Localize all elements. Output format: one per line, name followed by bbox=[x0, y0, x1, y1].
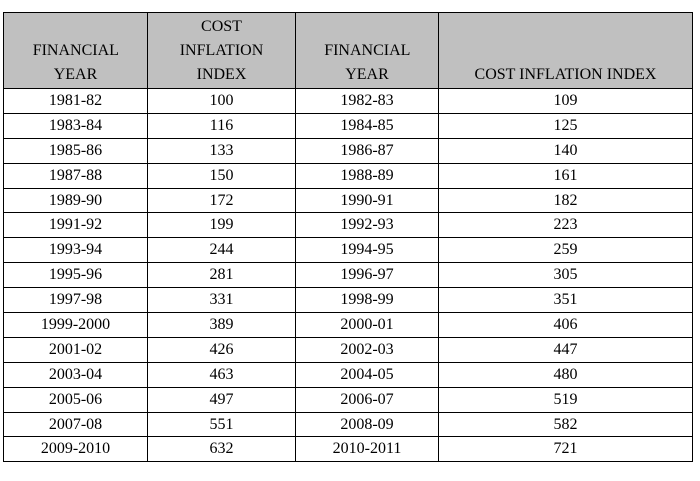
index-cell: 480 bbox=[438, 361, 693, 388]
table-row: 1987-88 150 1988-89 161 bbox=[3, 162, 693, 189]
index-cell: 161 bbox=[438, 162, 693, 189]
table-row: 2001-02 426 2002-03 447 bbox=[3, 336, 693, 363]
table-row: 1995-96 281 1996-97 305 bbox=[3, 262, 693, 289]
table-row: 2005-06 497 2006-07 519 bbox=[3, 386, 693, 413]
index-cell: 100 bbox=[147, 88, 296, 114]
year-cell: 2008-09 bbox=[295, 411, 439, 438]
table-row: 1999-2000 389 2000-01 406 bbox=[3, 312, 693, 338]
year-cell: 1995-96 bbox=[3, 262, 148, 289]
year-cell: 1994-95 bbox=[295, 237, 439, 264]
index-cell: 389 bbox=[147, 312, 296, 338]
header-text: COST INFLATION INDEX bbox=[474, 66, 657, 83]
index-cell: 426 bbox=[147, 336, 296, 363]
table-row: 1993-94 244 1994-95 259 bbox=[3, 237, 693, 264]
year-cell: 2005-06 bbox=[3, 386, 148, 413]
header-cell: FINANCIAL YEAR bbox=[295, 12, 439, 89]
index-cell: 199 bbox=[147, 212, 296, 239]
header-cell: COST INFLATION INDEX bbox=[438, 12, 693, 89]
index-cell: 551 bbox=[147, 411, 296, 438]
year-cell: 1989-90 bbox=[3, 187, 148, 214]
year-cell: 2000-01 bbox=[295, 312, 439, 338]
index-cell: 463 bbox=[147, 361, 296, 388]
year-cell: 1983-84 bbox=[3, 112, 148, 139]
index-cell: 331 bbox=[147, 287, 296, 314]
year-cell: 2002-03 bbox=[295, 336, 439, 363]
year-cell: 1991-92 bbox=[3, 212, 148, 239]
table-row: 1991-92 199 1992-93 223 bbox=[3, 212, 693, 239]
year-cell: 1988-89 bbox=[295, 162, 439, 189]
index-cell: 125 bbox=[438, 112, 693, 139]
table-row: 1981-82 100 1982-83 109 bbox=[3, 88, 693, 114]
table-row: 1989-90 172 1990-91 182 bbox=[3, 187, 693, 214]
index-cell: 305 bbox=[438, 262, 693, 289]
index-cell: 259 bbox=[438, 237, 693, 264]
year-cell: 1985-86 bbox=[3, 137, 148, 164]
year-cell: 2003-04 bbox=[3, 361, 148, 388]
year-cell: 1981-82 bbox=[3, 88, 148, 114]
table-row: 1983-84 116 1984-85 125 bbox=[3, 112, 693, 139]
year-cell: 1982-83 bbox=[295, 88, 439, 114]
index-cell: 244 bbox=[147, 237, 296, 264]
index-cell: 109 bbox=[438, 88, 693, 114]
year-cell: 1986-87 bbox=[295, 137, 439, 164]
header-cell: FINANCIAL YEAR bbox=[3, 12, 148, 89]
year-cell: 2007-08 bbox=[3, 411, 148, 438]
index-cell: 447 bbox=[438, 336, 693, 363]
year-cell: 1990-91 bbox=[295, 187, 439, 214]
index-cell: 721 bbox=[438, 436, 693, 463]
header-row: FINANCIAL YEAR COST INFLATION INDEX FINANC… bbox=[3, 12, 693, 89]
table-row: 1985-86 133 1986-87 140 bbox=[3, 137, 693, 164]
index-cell: 223 bbox=[438, 212, 693, 239]
header-cell: COST INFLATION INDEX bbox=[147, 12, 296, 89]
index-cell: 133 bbox=[147, 137, 296, 164]
year-cell: 1997-98 bbox=[3, 287, 148, 314]
header-text: FINANCIAL YEAR bbox=[324, 42, 411, 83]
index-cell: 632 bbox=[147, 436, 296, 463]
index-cell: 281 bbox=[147, 262, 296, 289]
index-cell: 582 bbox=[438, 411, 693, 438]
index-cell: 406 bbox=[438, 312, 693, 338]
index-cell: 182 bbox=[438, 187, 693, 214]
year-cell: 2001-02 bbox=[3, 336, 148, 363]
year-cell: 1993-94 bbox=[3, 237, 148, 264]
year-cell: 2006-07 bbox=[295, 386, 439, 413]
year-cell: 1992-93 bbox=[295, 212, 439, 239]
index-cell: 140 bbox=[438, 137, 693, 164]
index-cell: 150 bbox=[147, 162, 296, 189]
index-cell: 172 bbox=[147, 187, 296, 214]
year-cell: 2004-05 bbox=[295, 361, 439, 388]
cii-table: FINANCIAL YEAR COST INFLATION INDEX FINANC… bbox=[3, 12, 693, 463]
year-cell: 1987-88 bbox=[3, 162, 148, 189]
year-cell: 1984-85 bbox=[295, 112, 439, 139]
index-cell: 497 bbox=[147, 386, 296, 413]
year-cell: 1996-97 bbox=[295, 262, 439, 289]
year-cell: 1999-2000 bbox=[3, 312, 148, 338]
header-text: COST INFLATION INDEX bbox=[179, 18, 264, 83]
table-row: 2003-04 463 2004-05 480 bbox=[3, 361, 693, 388]
index-cell: 351 bbox=[438, 287, 693, 314]
index-cell: 116 bbox=[147, 112, 296, 139]
year-cell: 1998-99 bbox=[295, 287, 439, 314]
table-row: 2009-2010 632 2010-2011 721 bbox=[3, 436, 693, 463]
year-cell: 2010-2011 bbox=[295, 436, 439, 463]
table-row: 2007-08 551 2008-09 582 bbox=[3, 411, 693, 438]
index-cell: 519 bbox=[438, 386, 693, 413]
year-cell: 2009-2010 bbox=[3, 436, 148, 463]
header-text: FINANCIAL YEAR bbox=[32, 42, 119, 83]
table-row: 1997-98 331 1998-99 351 bbox=[3, 287, 693, 314]
table-body: 1981-82 100 1982-83 109 1983-84 116 1984-85 125… bbox=[3, 88, 693, 463]
